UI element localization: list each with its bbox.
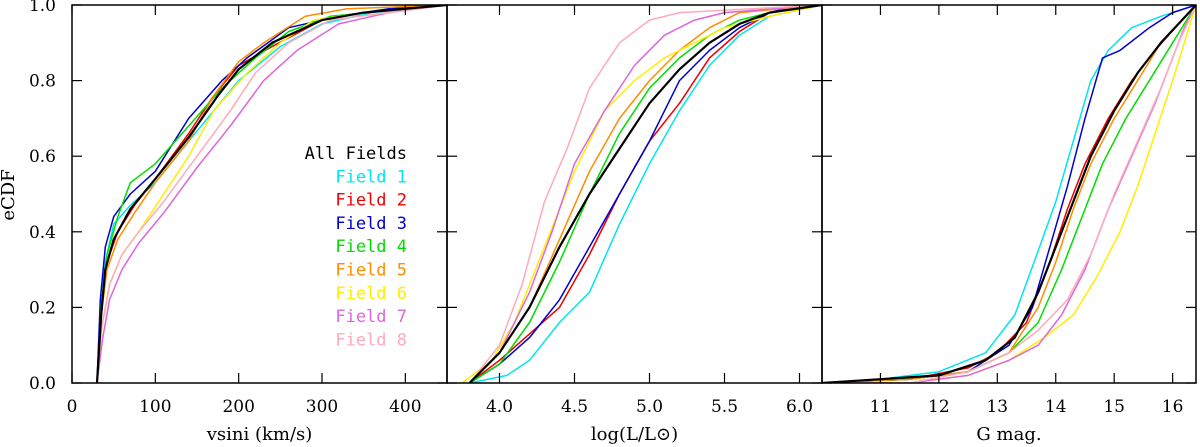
series-field-5 [96,5,447,383]
x-tick-label: 6.0 [786,397,813,417]
x-tick-label: 300 [306,397,338,417]
x-tick-label: 0 [67,397,78,417]
x-tick-label: 11 [870,397,892,417]
legend-entry-field-4: Field 4 [335,237,407,257]
series-field-1 [469,5,822,383]
series-field-4 [822,5,1196,383]
series-field-3 [469,5,822,383]
legend-entry-field-5: Field 5 [335,261,407,281]
x-axis-label-3: G mag. [976,424,1041,445]
panel-1: 0 100 200 300 400 0.0 0.2 0.4 0.6 0.8 1.0 vsini (km… [29,0,448,445]
x-tick-label: 400 [389,397,421,417]
series-field-2 [469,5,822,383]
y-tick-label: 0.6 [29,147,56,167]
x-tick-label: 16 [1162,397,1184,417]
series-field-2 [822,5,1196,383]
x-tick-label: 200 [222,397,254,417]
panel-3-series [822,5,1196,383]
legend-entry-field-1: Field 1 [335,167,407,187]
panel-2: 4.0 4.5 5.0 5.5 6.0 log(L/L⊙) [446,4,823,445]
legend: All Fields Field 1 Field 2 Field 3 Field 4 Fi… [305,144,407,350]
x-tick-label: 5.5 [711,397,738,417]
y-tick-label: 0.8 [29,72,56,92]
series-field-6 [822,5,1196,383]
series-all-fields [822,5,1196,383]
x-axis-label-1: vsini (km/s) [206,424,313,445]
x-tick-label: 5.0 [636,397,663,417]
x-tick-label: 4.0 [486,397,513,417]
panels-group: 0 100 200 300 400 0.0 0.2 0.4 0.6 0.8 1.0 vsini (km… [29,0,1197,445]
series-all-fields [95,5,447,383]
x-axis-label-2: log(L/L⊙) [591,424,678,445]
panel-3: 11 12 13 14 15 16 G mag. [821,4,1197,445]
series-all-fields [468,5,822,383]
x-tick-label: 100 [139,397,171,417]
x-tick-label: 4.5 [561,397,588,417]
series-field-8 [822,5,1196,383]
panel-1-series [95,5,447,383]
y-tick-label: 1.0 [29,0,56,16]
series-field-8 [96,5,447,383]
series-field-5 [468,5,822,383]
legend-entry-field-3: Field 3 [335,214,407,234]
series-field-7 [822,5,1196,383]
legend-entry-field-7: Field 7 [335,307,407,327]
panel-3-frame [821,4,1197,384]
legend-entry-all-fields: All Fields [305,144,407,164]
y-tick-label: 0.2 [29,298,56,318]
series-field-3 [822,5,1196,383]
x-tick-label: 12 [928,397,950,417]
y-tick-label: 0.0 [29,374,56,394]
y-axis-label: eCDF [0,169,19,220]
series-field-8 [468,5,822,383]
x-tick-label: 15 [1103,397,1125,417]
legend-entry-field-8: Field 8 [335,330,407,350]
panel-2-series [461,5,822,383]
x-tick-label: 14 [1045,397,1067,417]
y-tick-label: 0.4 [29,223,56,243]
x-tick-label: 13 [986,397,1008,417]
series-field-7 [96,5,447,383]
series-field-4 [469,5,822,383]
series-field-7 [468,5,822,383]
legend-entry-field-6: Field 6 [335,284,407,304]
series-field-5 [822,5,1196,383]
series-field-1 [822,5,1196,383]
legend-entry-field-2: Field 2 [335,191,407,211]
